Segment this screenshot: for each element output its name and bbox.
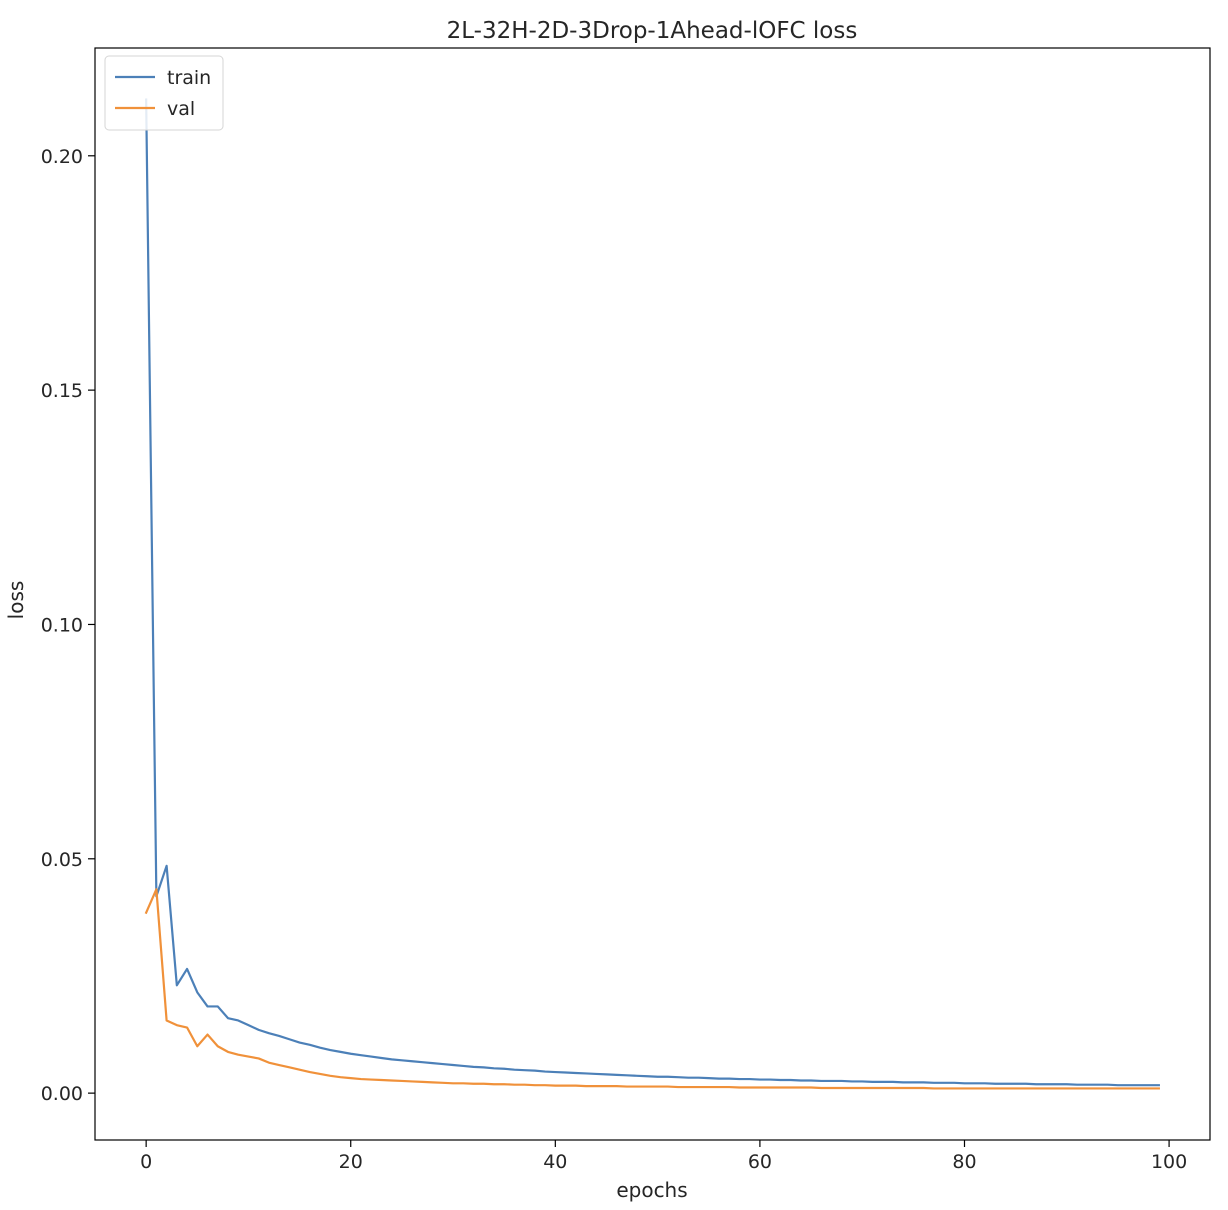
x-tick-label: 100 (1151, 1151, 1187, 1173)
y-axis: 0.00 0.05 0.10 0.15 0.20 (41, 146, 95, 1105)
y-axis-label: loss (4, 581, 28, 620)
chart-title: 2L-32H-2D-3Drop-1Ahead-lOFC loss (447, 18, 858, 44)
x-tick-label: 0 (140, 1151, 152, 1173)
y-tick-label: 0.20 (41, 146, 83, 168)
series-line-val (144, 888, 1160, 1090)
series-line-train (145, 98, 1160, 1087)
legend-label-train: train (167, 67, 211, 89)
legend-box (104, 55, 224, 131)
y-tick-label: 0.05 (41, 849, 83, 871)
axes-frame (94, 47, 1211, 1141)
x-tick-label: 40 (543, 1151, 567, 1173)
y-tick-label: 0.00 (41, 1083, 83, 1105)
legend: train val (104, 55, 224, 131)
y-tick-label: 0.15 (41, 380, 83, 402)
series-layer (144, 98, 1160, 1090)
x-axis-label: epochs (616, 1178, 687, 1202)
x-tick-label: 80 (952, 1151, 976, 1173)
plot-background (95, 48, 1210, 1140)
x-axis: 0 20 40 60 80 100 (140, 1140, 1187, 1173)
legend-label-val: val (167, 98, 195, 120)
x-tick-label: 20 (339, 1151, 363, 1173)
plot-area (94, 47, 1211, 1141)
x-tick-label: 60 (748, 1151, 772, 1173)
y-tick-label: 0.10 (41, 614, 83, 636)
